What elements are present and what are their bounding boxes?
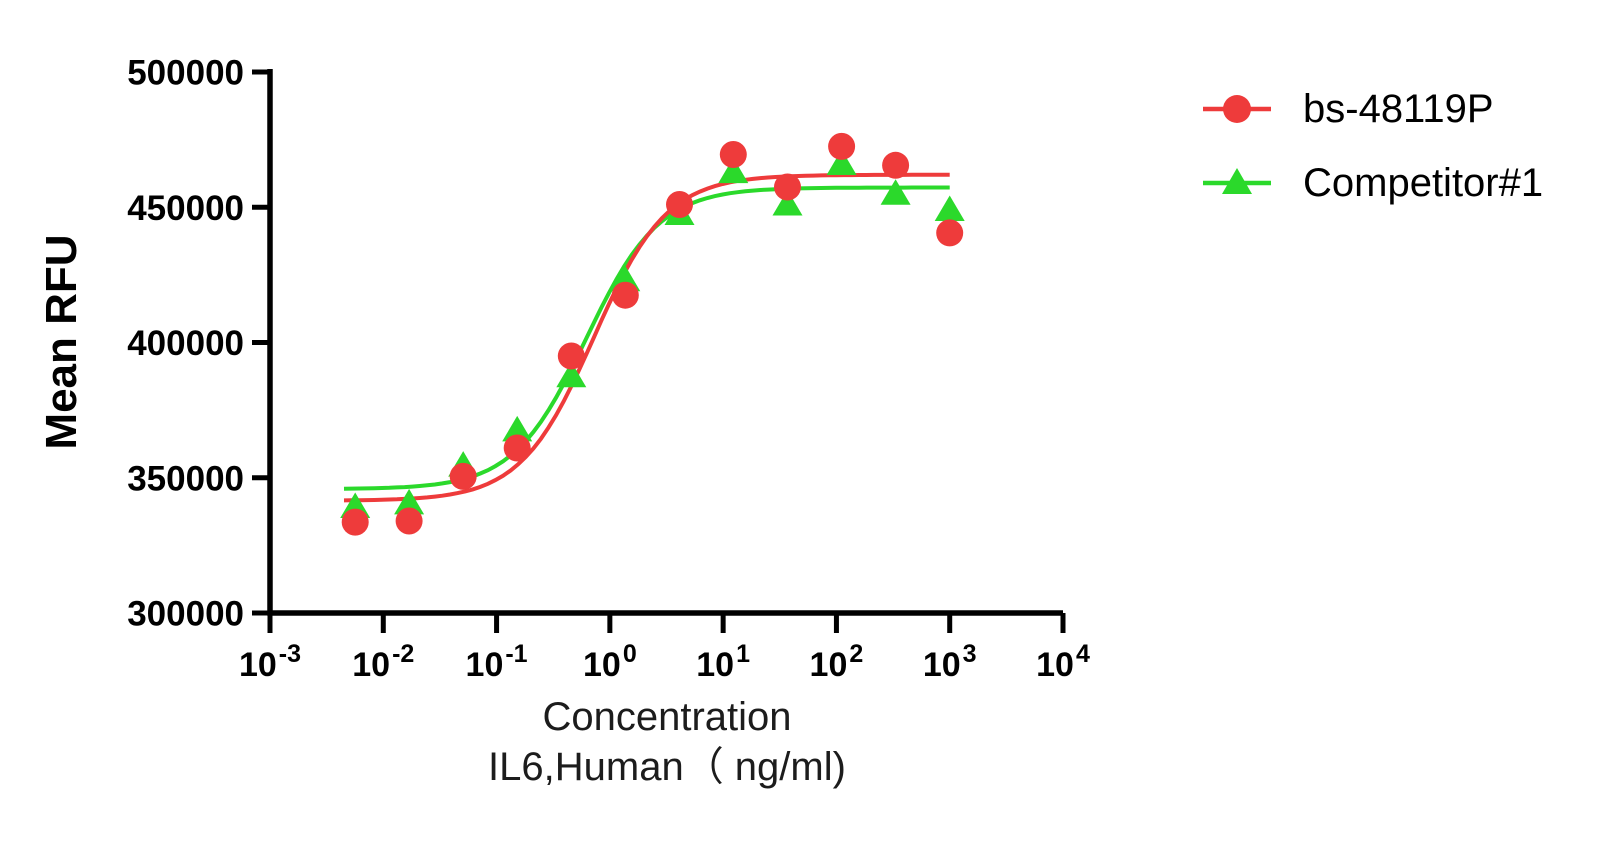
- axes: [267, 69, 1063, 616]
- y-tick-label: 350000: [127, 459, 244, 498]
- data-point-circle: [341, 508, 369, 536]
- y-tick-label: 500000: [127, 54, 244, 93]
- y-axis-title: Mean RFU: [37, 234, 86, 450]
- x-axis-title-line2: IL6,Human（ ng/ml): [488, 745, 846, 789]
- data-point-circle: [503, 434, 531, 462]
- legend-label-series-1: Competitor#1: [1303, 160, 1544, 205]
- x-tick-label: 101: [696, 640, 750, 684]
- x-tick-label: 100: [583, 640, 637, 684]
- data-point-circle: [828, 132, 856, 160]
- y-tick-label: 450000: [127, 189, 244, 228]
- legend-label-series-0: bs-48119P: [1303, 86, 1494, 131]
- x-tick-label: 10-1: [466, 640, 528, 684]
- red-circle-legend-marker-icon: [1201, 91, 1273, 127]
- x-tick-label: 104: [1036, 640, 1090, 684]
- data-point-triangle: [718, 157, 749, 184]
- legend: bs-48119P Competitor#1: [1201, 78, 1543, 226]
- data-point-circle: [936, 219, 964, 247]
- data-point-circle: [774, 173, 801, 201]
- x-tick-label: 103: [923, 640, 977, 684]
- data-point-triangle: [880, 179, 911, 205]
- markers-Competitor#1: [340, 149, 965, 518]
- data-point-triangle: [394, 488, 425, 515]
- x-tick-label: 102: [810, 640, 864, 684]
- fit-curve-Competitor#1: [343, 185, 950, 491]
- x-axis-title: Concentration IL6,Human（ ng/ml): [270, 692, 1064, 792]
- x-tick-label: 10-2: [352, 640, 414, 684]
- fit-curve-bs-48119P: [343, 172, 950, 503]
- legend-item-series-0: bs-48119P: [1201, 78, 1543, 140]
- legend-item-series-1: Competitor#1: [1201, 152, 1543, 214]
- data-point-circle: [666, 191, 693, 218]
- data-point-circle: [882, 151, 910, 179]
- y-tick-label: 400000: [127, 324, 244, 363]
- data-point-circle: [557, 342, 585, 370]
- green-triangle-legend-marker-icon: [1201, 165, 1273, 201]
- data-point-triangle: [934, 195, 965, 221]
- data-point-triangle: [826, 149, 857, 175]
- y-tick-label: 300000: [127, 595, 244, 634]
- data-point-circle: [611, 281, 639, 309]
- markers-bs-48119P: [341, 132, 964, 536]
- x-tick-label: 10-3: [239, 640, 301, 684]
- data-point-triangle: [556, 361, 587, 388]
- data-point-circle: [719, 141, 747, 168]
- data-point-circle: [395, 507, 423, 535]
- data-point-circle: [449, 462, 477, 490]
- x-axis-title-line1: Concentration: [542, 695, 792, 739]
- data-point-triangle: [772, 190, 803, 216]
- data-point-triangle: [502, 415, 533, 442]
